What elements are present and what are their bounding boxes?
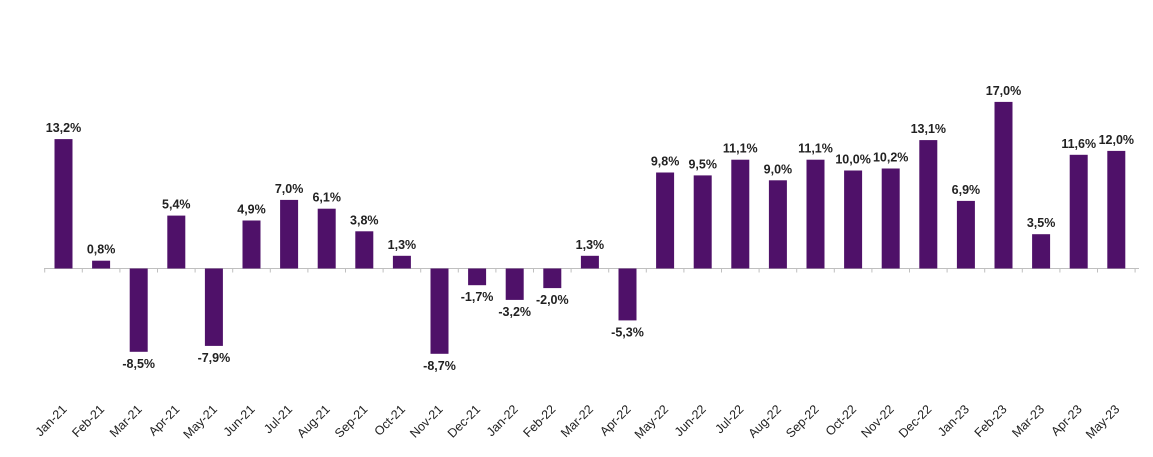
bar-jan-22 — [505, 268, 524, 300]
data-label: 13,2% — [46, 121, 81, 135]
x-tick-label: Aug-22 — [746, 402, 784, 440]
x-tick-label: Jul-22 — [712, 402, 746, 436]
x-tick-label: Apr-22 — [597, 402, 633, 438]
x-tick-label: Jun-22 — [672, 402, 709, 439]
data-label: -8,7% — [423, 359, 456, 373]
bar-oct-22 — [844, 170, 863, 269]
data-label: 6,1% — [312, 191, 341, 205]
bar-may-21 — [204, 268, 223, 346]
data-label: 10,0% — [835, 153, 870, 167]
bar-dec-22 — [919, 140, 938, 269]
data-label: 3,5% — [1027, 216, 1056, 230]
x-tick-label: Jan-21 — [33, 402, 70, 439]
x-tick-label: Apr-23 — [1048, 402, 1084, 438]
bar-sep-22 — [806, 159, 825, 269]
data-label: 11,1% — [723, 142, 758, 156]
x-tick-label: Jan-22 — [484, 402, 521, 439]
data-label: -5,3% — [611, 325, 644, 339]
data-label: -2,0% — [536, 293, 569, 307]
data-label: 1,3% — [388, 238, 417, 252]
x-tick-label: Oct-21 — [372, 402, 408, 438]
x-tick-label: Mar-23 — [1009, 402, 1047, 440]
bar-mar-21 — [129, 268, 148, 352]
data-label: 10,2% — [873, 151, 908, 165]
x-tick-label: Jul-21 — [261, 402, 295, 436]
bar-feb-22 — [543, 268, 562, 289]
data-label: 6,9% — [952, 183, 981, 197]
data-label: 0,8% — [87, 243, 116, 257]
bar-dec-21 — [468, 268, 487, 286]
x-tick-label: Nov-22 — [858, 402, 896, 440]
data-label: 3,8% — [350, 213, 379, 227]
data-label: 11,6% — [1061, 137, 1096, 151]
data-label: 11,1% — [798, 142, 833, 156]
data-label: 9,8% — [651, 155, 680, 169]
x-tick-label: Feb-23 — [972, 402, 1010, 440]
data-label: -1,7% — [461, 290, 494, 304]
x-tick-label: Jun-21 — [221, 402, 258, 439]
bar-jun-21 — [242, 220, 261, 269]
data-label: 17,0% — [986, 84, 1021, 98]
data-label: -7,9% — [198, 351, 231, 365]
x-tick-label: Feb-21 — [69, 402, 107, 440]
x-tick-label: Dec-22 — [896, 402, 934, 440]
data-label: 12,0% — [1099, 133, 1134, 147]
x-tick-label: Dec-21 — [445, 402, 483, 440]
bar-apr-22 — [618, 268, 637, 321]
bar-apr-23 — [1069, 154, 1088, 269]
bar-jan-21 — [54, 139, 73, 269]
x-tick-label: Sep-22 — [783, 402, 821, 440]
x-tick-label: Aug-21 — [294, 402, 332, 440]
x-tick-label: May-23 — [1083, 402, 1122, 441]
x-tick-label: Oct-22 — [823, 402, 859, 438]
bar-aug-22 — [768, 180, 787, 269]
data-label: 7,0% — [275, 182, 304, 196]
data-label: 9,0% — [764, 162, 793, 176]
data-label: 4,9% — [237, 203, 266, 217]
x-tick-label: Mar-22 — [558, 402, 596, 440]
x-tick-label: Jan-23 — [935, 402, 972, 439]
x-tick-label: May-21 — [181, 402, 220, 441]
bar-nov-21 — [430, 268, 449, 354]
data-label: 9,5% — [688, 157, 717, 171]
data-label: 13,1% — [911, 122, 946, 136]
data-label: -3,2% — [498, 305, 531, 319]
bar-sep-21 — [355, 231, 374, 269]
bar-feb-21 — [92, 260, 111, 269]
bar-jan-23 — [956, 200, 975, 269]
x-tick-label: Nov-21 — [407, 402, 445, 440]
x-tick-label: Apr-21 — [146, 402, 182, 438]
bar-nov-22 — [881, 168, 900, 269]
x-tick-label: Mar-21 — [107, 402, 145, 440]
x-tick-label: May-22 — [632, 402, 671, 441]
bar-mar-23 — [1032, 234, 1051, 269]
bar-jul-22 — [731, 159, 750, 269]
bar-may-22 — [656, 172, 675, 269]
bar-mar-22 — [580, 255, 599, 269]
data-label: -8,5% — [122, 357, 155, 371]
bar-aug-21 — [317, 208, 336, 269]
data-label: 1,3% — [576, 238, 605, 252]
data-label: 5,4% — [162, 198, 191, 212]
bar-feb-23 — [994, 101, 1013, 269]
x-tick-label: Sep-21 — [332, 402, 370, 440]
bar-oct-21 — [392, 255, 411, 269]
bar-jul-21 — [280, 199, 299, 269]
bar-may-23 — [1107, 150, 1126, 269]
bar-jun-22 — [693, 175, 712, 269]
bar-apr-21 — [167, 215, 186, 269]
x-tick-label: Feb-22 — [521, 402, 559, 440]
